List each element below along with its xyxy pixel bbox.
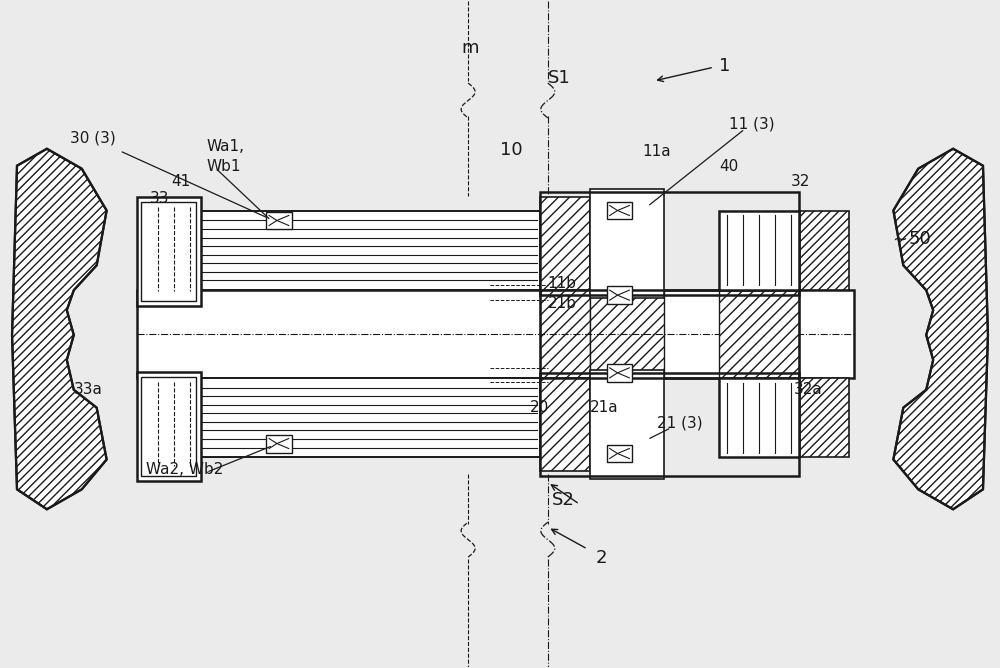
Text: Wa1,: Wa1, xyxy=(206,139,244,154)
Text: 33a: 33a xyxy=(74,382,103,397)
Bar xyxy=(540,196,590,290)
Bar xyxy=(719,378,799,458)
Text: 21 (3): 21 (3) xyxy=(657,415,703,431)
Text: 21a: 21a xyxy=(590,399,618,415)
Text: S2: S2 xyxy=(552,492,575,509)
Bar xyxy=(607,286,632,304)
Bar xyxy=(137,196,201,306)
Bar xyxy=(540,192,799,295)
Text: 30 (3): 30 (3) xyxy=(70,131,116,146)
Text: 50: 50 xyxy=(908,230,931,248)
Text: 32a: 32a xyxy=(794,382,823,397)
Text: 1: 1 xyxy=(719,57,730,75)
Bar xyxy=(607,364,632,382)
Bar xyxy=(137,372,201,482)
Bar xyxy=(540,378,590,472)
Bar xyxy=(266,435,292,452)
Bar xyxy=(540,290,590,378)
Bar xyxy=(266,212,292,229)
Text: 2: 2 xyxy=(596,549,607,567)
Text: S1: S1 xyxy=(548,69,571,87)
Bar xyxy=(719,210,799,290)
Bar xyxy=(590,370,664,480)
Bar xyxy=(540,373,799,476)
Polygon shape xyxy=(893,149,988,509)
Polygon shape xyxy=(12,149,107,509)
Text: 11a: 11a xyxy=(642,144,671,159)
Bar xyxy=(607,202,632,220)
Text: m: m xyxy=(461,39,479,57)
Text: 11 (3): 11 (3) xyxy=(729,117,775,132)
Bar xyxy=(799,378,849,458)
Bar xyxy=(141,202,196,301)
Bar xyxy=(141,377,196,476)
Text: 40: 40 xyxy=(719,159,738,174)
Bar xyxy=(590,290,664,378)
Bar xyxy=(719,290,799,378)
Text: 33: 33 xyxy=(149,190,169,206)
Text: 11b: 11b xyxy=(548,277,577,291)
Text: 32: 32 xyxy=(791,174,810,188)
Text: 41: 41 xyxy=(171,174,191,188)
Bar xyxy=(196,378,540,458)
Bar xyxy=(799,210,849,290)
Text: ~: ~ xyxy=(892,230,907,248)
Bar xyxy=(137,290,854,378)
Text: Wb1: Wb1 xyxy=(206,159,241,174)
Text: Wa2, Wb2: Wa2, Wb2 xyxy=(146,462,224,478)
Text: 10: 10 xyxy=(500,141,523,159)
Text: 20: 20 xyxy=(530,399,549,415)
Text: 21b: 21b xyxy=(548,296,577,311)
Bar xyxy=(540,290,799,378)
Bar xyxy=(590,188,664,298)
Bar xyxy=(607,444,632,462)
Bar xyxy=(196,210,540,290)
